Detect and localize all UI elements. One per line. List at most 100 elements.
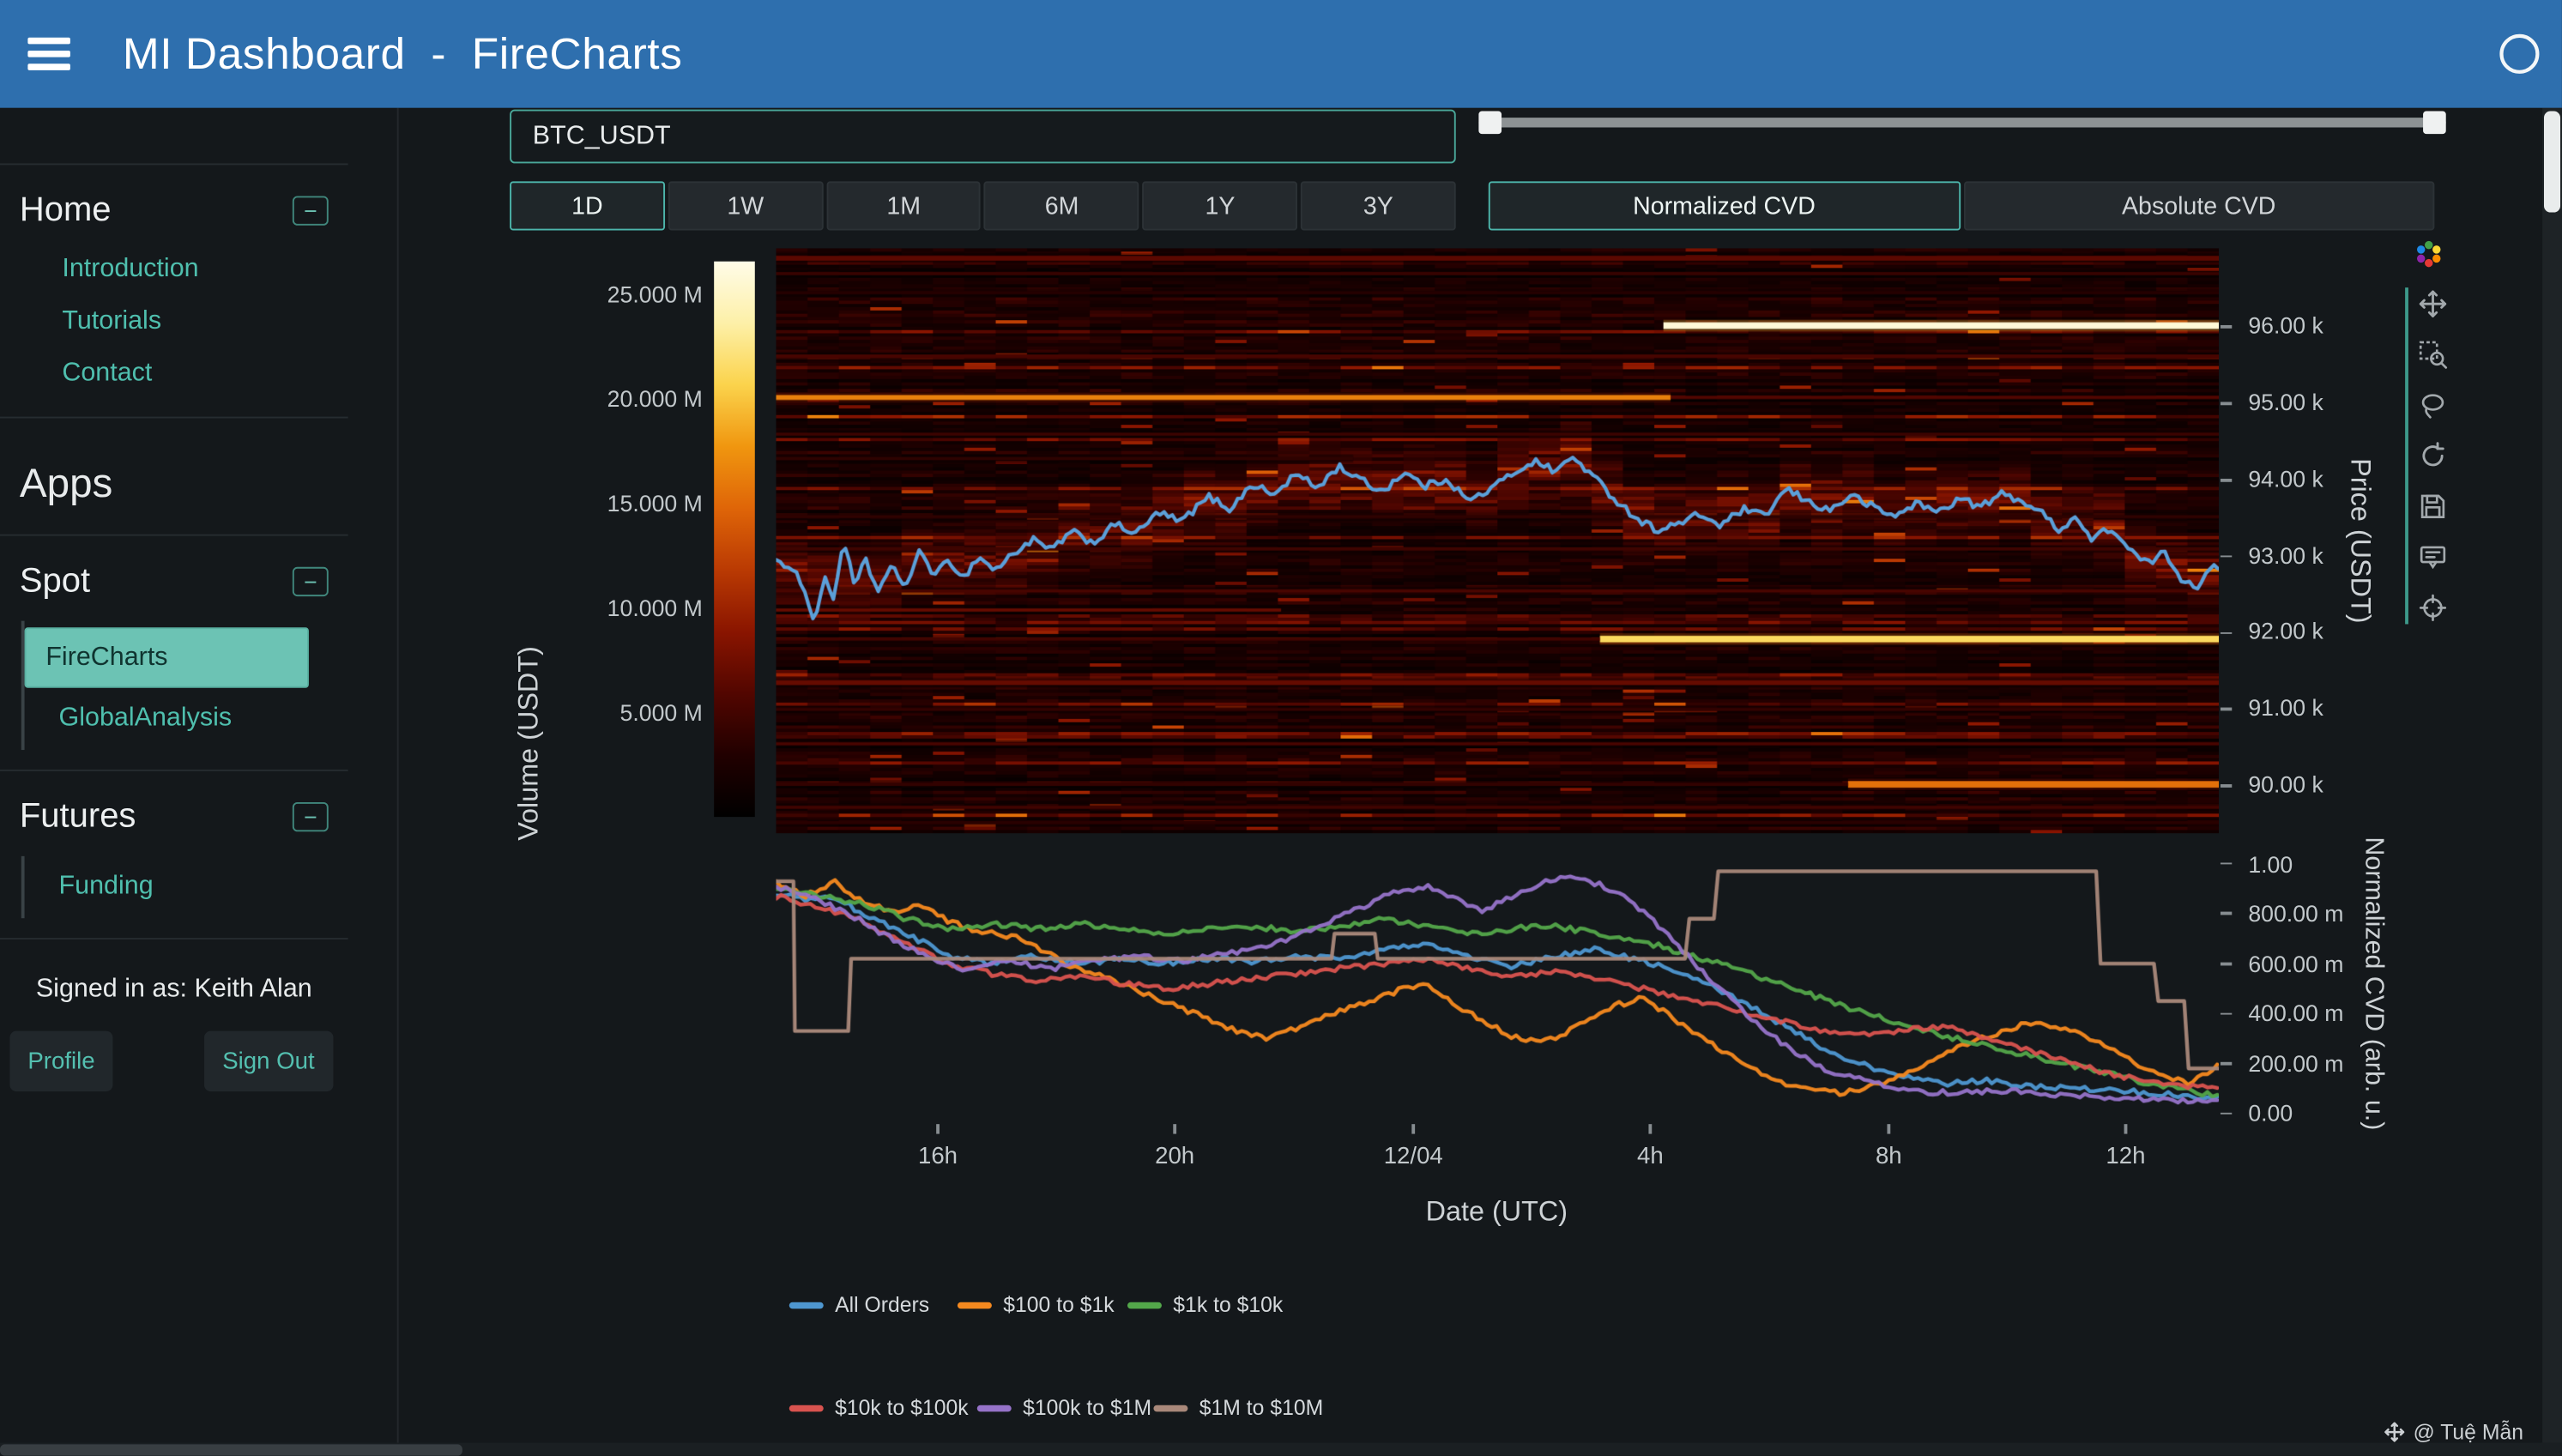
cvd-tick-label: 400.00 m — [2248, 1000, 2344, 1027]
sidebar-section-apps: Apps — [19, 461, 113, 507]
signed-in-text: Signed in as: Keith Alan — [35, 975, 312, 1004]
cvd-tick-label: 200.00 m — [2248, 1050, 2344, 1077]
bokeh-logo-icon[interactable] — [2413, 239, 2444, 275]
heatmap-canvas[interactable] — [776, 248, 2220, 834]
x-tick-mark — [936, 1124, 940, 1134]
sidebar-item-tutorials[interactable]: Tutorials — [62, 307, 162, 335]
legend-item-100-1k[interactable]: $100 to $1k — [957, 1292, 1115, 1317]
range-button-1m[interactable]: 1M — [825, 181, 982, 231]
box-zoom-icon[interactable] — [2418, 338, 2450, 371]
legend-label: All Orders — [835, 1292, 930, 1317]
sidebar-section-futures: Futures − — [0, 771, 397, 849]
price-tick-mark — [2220, 631, 2233, 635]
x-tick-label: 16h — [917, 1144, 958, 1170]
horizontal-scrollbar[interactable] — [0, 1442, 2562, 1456]
legend-label: $10k to $100k — [835, 1395, 969, 1420]
legend-swatch — [1153, 1404, 1188, 1411]
sidebar-item-globalanalysis[interactable]: GlobalAnalysis — [58, 704, 233, 733]
horizontal-scrollbar-thumb[interactable] — [0, 1443, 462, 1455]
legend-swatch — [1127, 1301, 1162, 1308]
home-section-label: Home — [19, 190, 112, 229]
sidebar-item-introduction[interactable]: Introduction — [62, 255, 199, 283]
cvd-axis-label: Normalized CVD (arb. u.) — [2359, 837, 2388, 1131]
sidebar-item-funding[interactable]: Funding — [58, 872, 154, 901]
range-button-group: 1D 1W 1M 6M 1Y 3Y — [510, 181, 1456, 231]
legend-label: $100k to $1M — [1023, 1395, 1152, 1420]
price-tick-label: 93.00 k — [2248, 541, 2323, 568]
colorbar-tick-label: 20.000 M — [607, 386, 703, 413]
date-axis-label: Date (UTC) — [1425, 1195, 1568, 1228]
x-tick-label: 12/04 — [1383, 1144, 1443, 1170]
range-button-6m[interactable]: 6M — [984, 181, 1139, 231]
reset-icon[interactable] — [2418, 439, 2450, 472]
price-tick-label: 96.00 k — [2248, 312, 2323, 339]
range-button-3y[interactable]: 3Y — [1301, 181, 1456, 231]
x-tick-label: 8h — [1875, 1144, 1902, 1170]
divider — [0, 534, 348, 536]
cvd-tick-label: 0.00 — [2248, 1100, 2293, 1127]
attribution-text: @ Tuệ Mẫn — [2413, 1419, 2524, 1445]
spot-section-label: Spot — [19, 562, 91, 600]
legend-label: $1M to $10M — [1199, 1395, 1324, 1420]
top-bar: MI Dashboard - FireCharts — [0, 0, 2562, 108]
price-tick-mark — [2220, 708, 2233, 711]
legend-item-1k-10k[interactable]: $1k to $10k — [1127, 1292, 1283, 1317]
sidebar-item-firecharts[interactable]: FireCharts — [24, 627, 309, 688]
colorbar-tick-label: 25.000 M — [607, 281, 703, 308]
legend-swatch — [976, 1404, 1012, 1411]
menu-icon[interactable] — [21, 24, 77, 84]
normalized-cvd-button[interactable]: Normalized CVD — [1488, 181, 1961, 231]
attribution: @ Tuệ Mẫn — [2384, 1419, 2524, 1445]
price-tick-label: 92.00 k — [2248, 618, 2323, 645]
time-range-slider — [1478, 106, 2446, 139]
volume-colorbar — [714, 261, 755, 818]
ticker-input[interactable] — [510, 109, 1456, 164]
profile-button[interactable]: Profile — [9, 1030, 113, 1092]
legend-item-10k-100k[interactable]: $10k to $100k — [789, 1395, 969, 1420]
hover-tool-icon[interactable] — [2418, 541, 2450, 573]
crosshair-icon[interactable] — [2418, 591, 2450, 624]
collapse-futures-button[interactable]: − — [292, 802, 329, 832]
cvd-tick-mark — [2220, 1012, 2233, 1015]
legend-item-1M-10M[interactable]: $1M to $10M — [1153, 1395, 1323, 1420]
spot-group: FireCharts GlobalAnalysis — [21, 620, 397, 751]
cvd-tick-label: 800.00 m — [2248, 900, 2344, 927]
slider-handle-left[interactable] — [1478, 111, 1502, 135]
cvd-tick-label: 600.00 m — [2248, 950, 2344, 977]
app-title: MI Dashboard - FireCharts — [122, 28, 683, 78]
legend-item-100k-1M[interactable]: $100k to $1M — [976, 1395, 1152, 1420]
account-circle-icon[interactable] — [2499, 33, 2541, 76]
sidebar: Home − Introduction Tutorials Contact Ap… — [0, 107, 399, 1443]
range-button-1y[interactable]: 1Y — [1142, 181, 1298, 231]
range-button-1d[interactable]: 1D — [510, 181, 665, 231]
absolute-cvd-button[interactable]: Absolute CVD — [1963, 181, 2435, 231]
lasso-select-icon[interactable] — [2418, 389, 2450, 421]
collapse-spot-button[interactable]: − — [292, 566, 329, 597]
price-tick-label: 91.00 k — [2248, 694, 2323, 722]
cvd-mode-toggle: Normalized CVD Absolute CVD — [1488, 181, 2435, 231]
slider-handle-right[interactable] — [2423, 111, 2446, 135]
cvd-tick-label: 1.00 — [2248, 850, 2293, 878]
slider-track[interactable] — [1478, 118, 2446, 128]
colorbar-tick-label: 10.000 M — [607, 595, 703, 621]
range-button-1w[interactable]: 1W — [668, 181, 824, 231]
sidebar-section-home: Home − — [0, 165, 397, 243]
price-tick-label: 95.00 k — [2248, 389, 2323, 415]
colorbar-tick-label: 5.000 M — [619, 699, 703, 726]
price-tick-label: 90.00 k — [2248, 770, 2323, 798]
x-tick-label: 4h — [1636, 1144, 1664, 1170]
cvd-tick-mark — [2220, 862, 2233, 866]
cvd-tick-mark — [2220, 1062, 2233, 1065]
vertical-scrollbar-thumb[interactable] — [2543, 111, 2561, 213]
legend-label: $1k to $10k — [1173, 1292, 1284, 1317]
divider — [0, 769, 348, 771]
cvd-canvas[interactable] — [776, 846, 2220, 1121]
price-axis-label: Price (USDT) — [2344, 458, 2376, 624]
vertical-scrollbar[interactable] — [2542, 107, 2562, 1443]
signout-button[interactable]: Sign Out — [204, 1030, 333, 1092]
collapse-home-button[interactable]: − — [292, 196, 329, 226]
legend-item-all-orders[interactable]: All Orders — [789, 1292, 929, 1317]
sidebar-item-contact[interactable]: Contact — [62, 359, 153, 388]
save-icon[interactable] — [2418, 490, 2450, 523]
pan-icon[interactable] — [2418, 287, 2450, 320]
